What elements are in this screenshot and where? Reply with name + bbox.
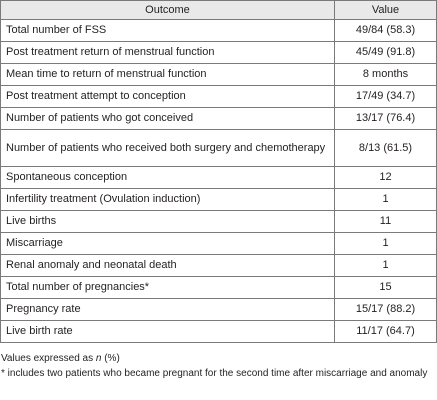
header-outcome: Outcome bbox=[0, 0, 335, 20]
outcome-cell: Spontaneous conception bbox=[0, 166, 335, 189]
table-footnotes: Values expressed as n (%) * includes two… bbox=[1, 351, 435, 381]
value-cell: 8 months bbox=[334, 63, 437, 86]
outcome-cell: Pregnancy rate bbox=[0, 298, 335, 321]
outcome-cell: Number of patients who got conceived bbox=[0, 107, 335, 130]
value-cell: 1 bbox=[334, 254, 437, 277]
values-footnote: Values expressed as n (%) bbox=[1, 351, 435, 366]
value-cell: 17/49 (34.7) bbox=[334, 85, 437, 108]
table-row: Live birth rate 11/17 (64.7) bbox=[0, 320, 437, 343]
outcome-cell: Miscarriage bbox=[0, 232, 335, 255]
table-header-row: Outcome Value bbox=[0, 0, 437, 20]
table-row: Live births 11 bbox=[0, 210, 437, 233]
outcome-table-container: Outcome Value Total number of FSS 49/84 … bbox=[0, 0, 437, 343]
outcome-cell: Total number of FSS bbox=[0, 19, 335, 42]
values-footnote-prefix: Values expressed as bbox=[1, 353, 96, 364]
value-cell: 49/84 (58.3) bbox=[334, 19, 437, 42]
value-cell: 15 bbox=[334, 276, 437, 299]
outcome-cell: Mean time to return of menstrual functio… bbox=[0, 63, 335, 86]
table-row: Total number of pregnancies* 15 bbox=[0, 276, 437, 299]
outcome-cell: Renal anomaly and neonatal death bbox=[0, 254, 335, 277]
value-cell: 1 bbox=[334, 232, 437, 255]
outcome-cell: Live births bbox=[0, 210, 335, 233]
table-row: Number of patients who received both sur… bbox=[0, 129, 437, 167]
outcome-cell: Post treatment return of menstrual funct… bbox=[0, 41, 335, 64]
value-cell: 8/13 (61.5) bbox=[334, 129, 437, 167]
values-footnote-suffix: (%) bbox=[101, 353, 120, 364]
outcome-cell: Live birth rate bbox=[0, 320, 335, 343]
value-cell: 1 bbox=[334, 188, 437, 211]
table-row: Miscarriage 1 bbox=[0, 232, 437, 255]
value-cell: 13/17 (76.4) bbox=[334, 107, 437, 130]
value-cell: 11 bbox=[334, 210, 437, 233]
table-row: Renal anomaly and neonatal death 1 bbox=[0, 254, 437, 277]
values-footnote-n: n bbox=[95, 353, 102, 364]
table-row: Number of patients who got conceived 13/… bbox=[0, 107, 437, 130]
table-row: Mean time to return of menstrual functio… bbox=[0, 63, 437, 86]
table-row: Post treatment return of menstrual funct… bbox=[0, 41, 437, 64]
table-row: Spontaneous conception 12 bbox=[0, 166, 437, 189]
outcome-table: Outcome Value Total number of FSS 49/84 … bbox=[0, 0, 437, 343]
value-cell: 15/17 (88.2) bbox=[334, 298, 437, 321]
value-cell: 12 bbox=[334, 166, 437, 189]
outcome-cell: Infertility treatment (Ovulation inducti… bbox=[0, 188, 335, 211]
table-row: Total number of FSS 49/84 (58.3) bbox=[0, 19, 437, 42]
outcome-cell: Number of patients who received both sur… bbox=[0, 129, 335, 167]
table-row: Post treatment attempt to conception 17/… bbox=[0, 85, 437, 108]
outcome-cell: Post treatment attempt to conception bbox=[0, 85, 335, 108]
table-row: Pregnancy rate 15/17 (88.2) bbox=[0, 298, 437, 321]
value-cell: 11/17 (64.7) bbox=[334, 320, 437, 343]
outcome-cell: Total number of pregnancies* bbox=[0, 276, 335, 299]
asterisk-footnote: * includes two patients who became pregn… bbox=[1, 368, 428, 379]
value-cell: 45/49 (91.8) bbox=[334, 41, 437, 64]
table-row: Infertility treatment (Ovulation inducti… bbox=[0, 188, 437, 211]
header-value: Value bbox=[334, 0, 437, 20]
